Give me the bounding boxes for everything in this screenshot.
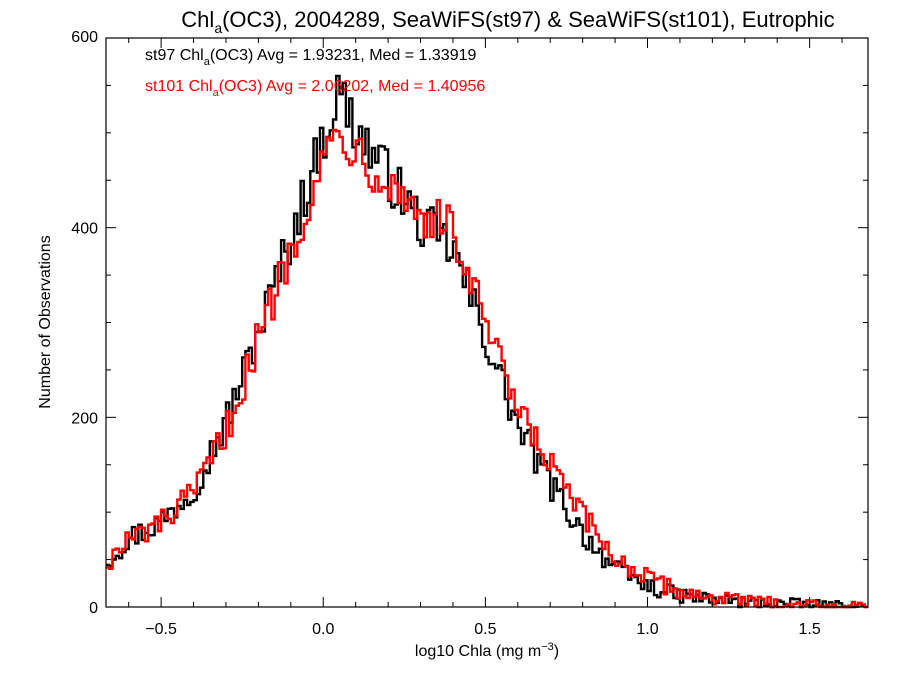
y-tick-label: 600 xyxy=(71,29,98,46)
y-tick-label: 400 xyxy=(71,221,98,238)
legend-st101: st101 Chla(OC3) Avg = 2.06202, Med = 1.4… xyxy=(145,78,485,99)
legend-st97: st97 Chla(OC3) Avg = 1.93231, Med = 1.33… xyxy=(145,47,476,68)
x-tick-label: 1.0 xyxy=(636,621,658,638)
y-tick-label: 200 xyxy=(71,410,98,427)
chart-title: Chla(OC3), 2004289, SeaWiFS(st97) & SeaW… xyxy=(181,7,834,36)
series-st97-line xyxy=(106,74,868,609)
x-tick-label: 1.5 xyxy=(799,621,821,638)
x-tick-label: −0.5 xyxy=(145,621,177,638)
series-layer xyxy=(106,74,868,609)
y-tick-label: 0 xyxy=(89,600,98,617)
x-tick-label: 0.0 xyxy=(312,621,334,638)
y-axis: 0 200 400 600 xyxy=(71,29,868,617)
x-tick-label: 0.5 xyxy=(474,621,496,638)
series-st101-line xyxy=(106,128,868,609)
y-axis-label: Number of Observations xyxy=(37,235,54,408)
x-axis: −0.5 0.0 0.5 1.0 1.5 xyxy=(128,38,843,638)
x-axis-label: log10 Chla (mg m−3) xyxy=(415,641,559,660)
